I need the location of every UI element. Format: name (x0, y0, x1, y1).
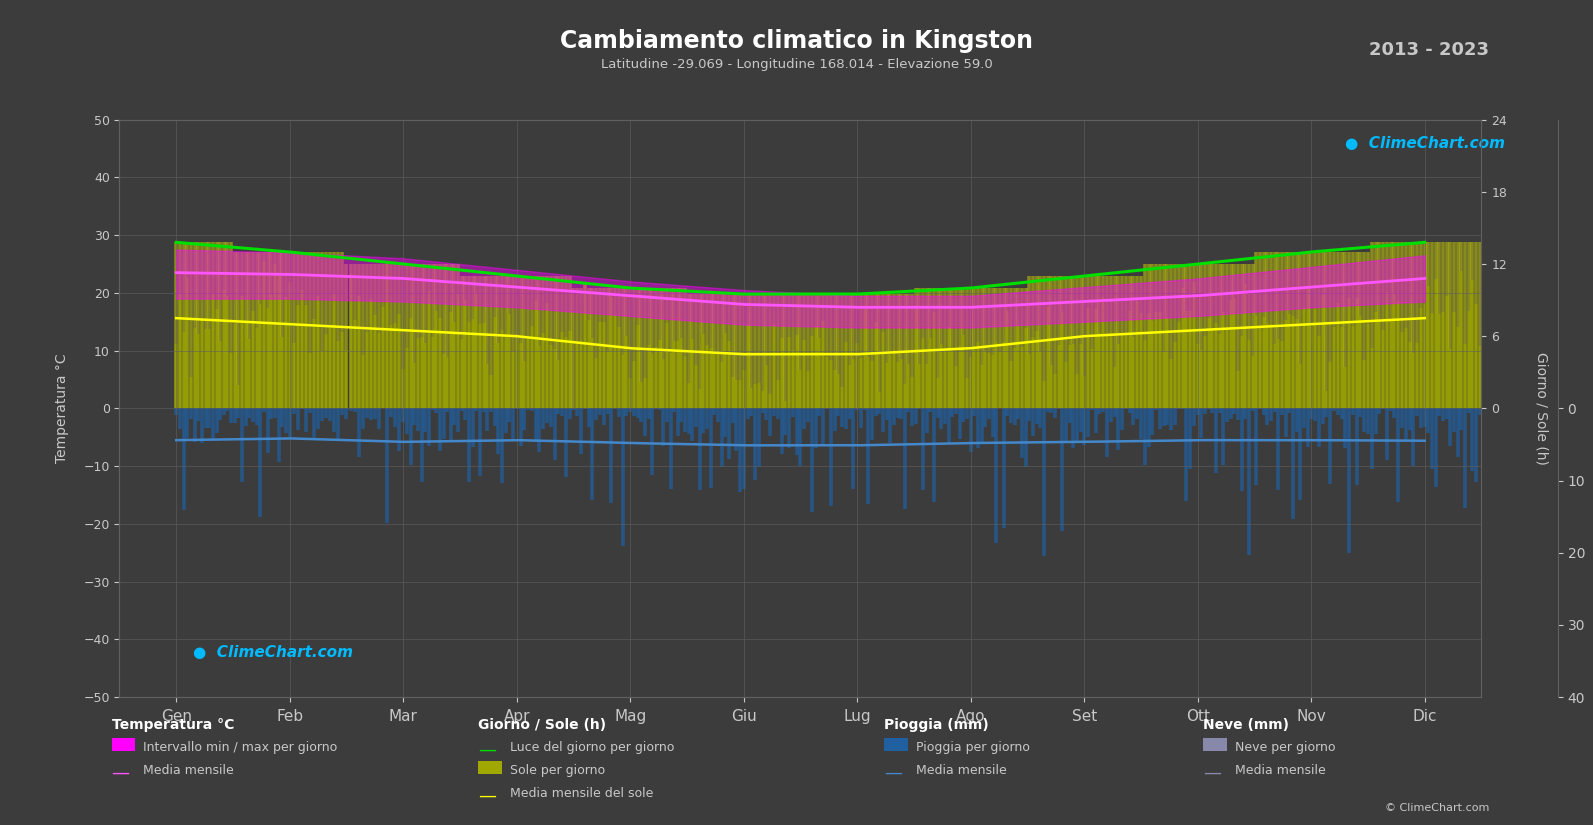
Text: —: — (112, 764, 129, 782)
Text: Luce del giorno per giorno: Luce del giorno per giorno (510, 741, 674, 754)
Text: Sole per giorno: Sole per giorno (510, 764, 605, 777)
Text: Media mensile: Media mensile (916, 764, 1007, 777)
Text: —: — (1203, 764, 1220, 782)
Text: —: — (478, 741, 495, 759)
Text: Latitudine -29.069 - Longitudine 168.014 - Elevazione 59.0: Latitudine -29.069 - Longitudine 168.014… (601, 58, 992, 71)
Text: —: — (884, 764, 902, 782)
Text: © ClimeChart.com: © ClimeChart.com (1384, 803, 1489, 813)
Text: Neve per giorno: Neve per giorno (1235, 741, 1335, 754)
Y-axis label: Giorno / Sole (h): Giorno / Sole (h) (1536, 352, 1548, 464)
Text: Temperatura °C: Temperatura °C (112, 718, 234, 732)
Text: Pioggia per giorno: Pioggia per giorno (916, 741, 1029, 754)
Text: Neve (mm): Neve (mm) (1203, 718, 1289, 732)
Text: —: — (478, 787, 495, 805)
Text: Cambiamento climatico in Kingston: Cambiamento climatico in Kingston (561, 29, 1032, 53)
Text: ●  ClimeChart.com: ● ClimeChart.com (1346, 136, 1505, 152)
Y-axis label: Temperatura °C: Temperatura °C (56, 354, 70, 463)
Text: Intervallo min / max per giorno: Intervallo min / max per giorno (143, 741, 338, 754)
Text: ●  ClimeChart.com: ● ClimeChart.com (193, 644, 354, 660)
Text: 2013 - 2023: 2013 - 2023 (1370, 41, 1489, 59)
Text: Media mensile: Media mensile (1235, 764, 1325, 777)
Text: Giorno / Sole (h): Giorno / Sole (h) (478, 718, 605, 732)
Text: Pioggia (mm): Pioggia (mm) (884, 718, 989, 732)
Text: Media mensile: Media mensile (143, 764, 234, 777)
Text: Media mensile del sole: Media mensile del sole (510, 787, 653, 800)
